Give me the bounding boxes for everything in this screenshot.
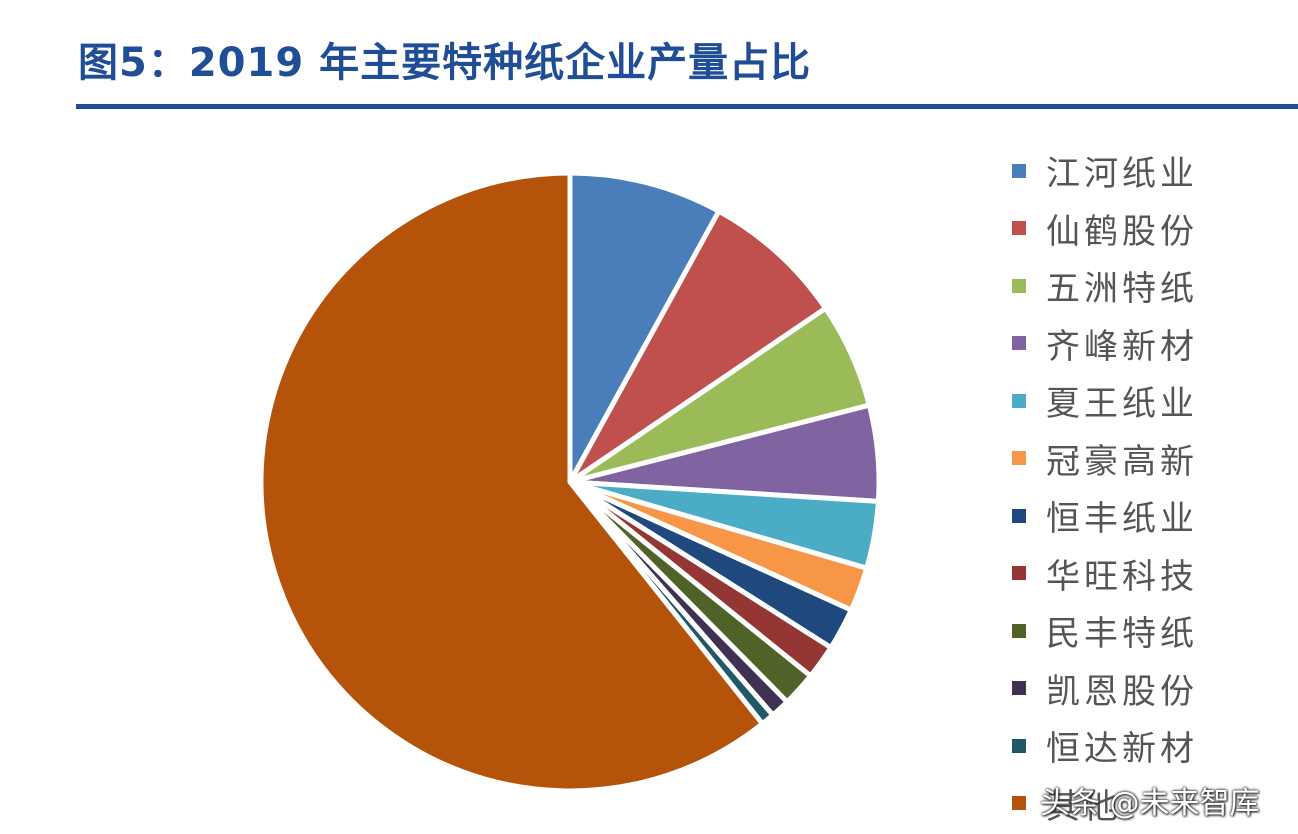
legend-swatch [1012, 451, 1026, 466]
legend-swatch [1012, 566, 1026, 581]
legend-swatch [1012, 221, 1026, 236]
legend-swatch [1012, 681, 1026, 696]
legend-swatch [1012, 336, 1026, 351]
title-divider [76, 104, 1298, 109]
legend-label: 凯恩股份 [1046, 671, 1198, 712]
legend-item: 江河纸业 [1012, 142, 1282, 200]
pie-slice-2 [567, 208, 829, 485]
legend-label: 齐峰新材 [1046, 326, 1198, 367]
watermark: 头条 @未来智库 [1040, 786, 1260, 821]
legend-item: 五洲特纸 [1012, 257, 1282, 315]
legend-swatch [1012, 508, 1026, 523]
legend-item: 夏王纸业 [1012, 372, 1282, 430]
legend-label: 恒达新材 [1046, 729, 1198, 770]
chart-legend: 江河纸业仙鹤股份五洲特纸齐峰新材夏王纸业冠豪高新恒丰纸业华旺科技民丰特纸凯恩股份… [1012, 142, 1282, 832]
legend-label: 夏王纸业 [1046, 384, 1198, 425]
chart-title: 图5：2019 年主要特种纸企业产量占比 [78, 40, 812, 86]
legend-swatch [1012, 623, 1026, 638]
legend-swatch [1012, 278, 1026, 293]
legend-swatch [1012, 796, 1026, 811]
legend-label: 五洲特纸 [1046, 269, 1198, 310]
pie-slice-1 [567, 170, 722, 485]
legend-item: 恒达新材 [1012, 717, 1282, 775]
legend-label: 其他 [1046, 786, 1122, 827]
legend-item: 恒丰纸业 [1012, 487, 1282, 545]
legend-item: 凯恩股份 [1012, 660, 1282, 718]
legend-item: 仙鹤股份 [1012, 200, 1282, 258]
legend-item: 齐峰新材 [1012, 315, 1282, 373]
legend-label: 恒丰纸业 [1046, 499, 1198, 540]
legend-swatch [1012, 393, 1026, 408]
legend-swatch [1012, 163, 1026, 178]
legend-label: 江河纸业 [1046, 154, 1198, 195]
legend-label: 仙鹤股份 [1046, 211, 1198, 252]
pie-chart [258, 170, 879, 794]
legend-label: 冠豪高新 [1046, 441, 1198, 482]
legend-swatch [1012, 738, 1026, 753]
legend-item: 华旺科技 [1012, 545, 1282, 603]
legend-label: 华旺科技 [1046, 556, 1198, 597]
pie-slice-12 [258, 170, 765, 794]
legend-item: 冠豪高新 [1012, 430, 1282, 488]
legend-item: 民丰特纸 [1012, 602, 1282, 660]
legend-label: 民丰特纸 [1046, 614, 1198, 655]
legend-item: 其他 [1012, 775, 1282, 833]
